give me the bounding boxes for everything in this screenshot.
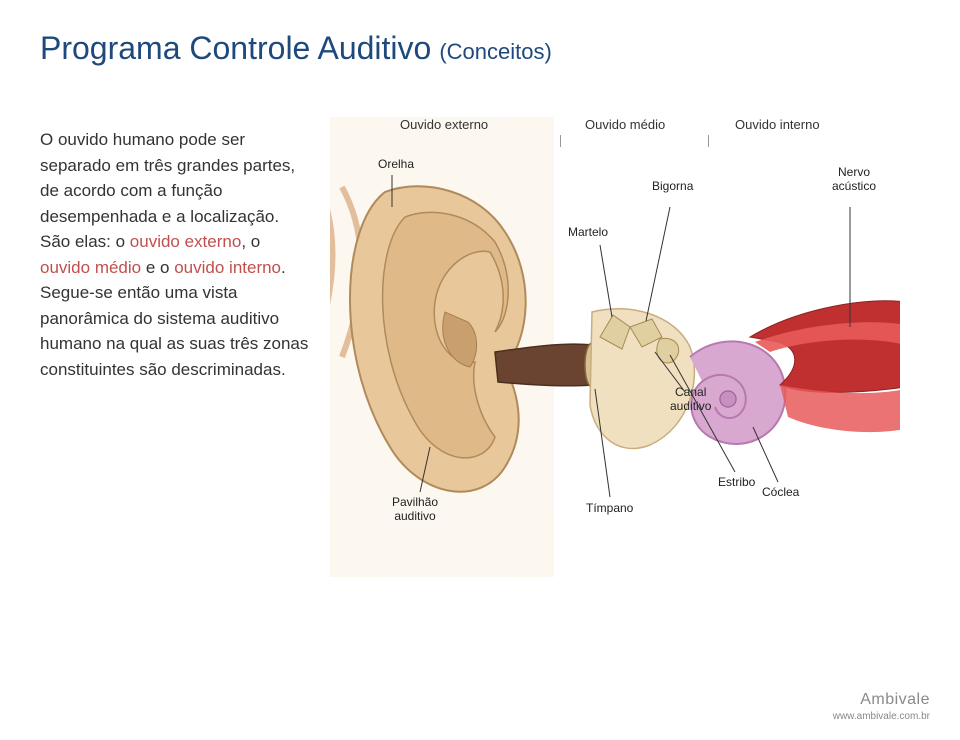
body-paragraph: O ouvido humano pode ser separado em trê…	[40, 117, 310, 577]
label-coclea: Cóclea	[762, 485, 799, 499]
label-estribo: Estribo	[718, 475, 755, 489]
para-text-3: e o	[141, 258, 174, 277]
footer: Ambivale www.ambivale.com.br	[833, 691, 930, 722]
highlight-interno: ouvido interno	[174, 258, 281, 277]
label-region-medio: Ouvido médio	[585, 117, 665, 132]
label-nervo: Nervo acústico	[832, 165, 876, 193]
highlight-medio: ouvido médio	[40, 258, 141, 277]
brand-logo: Ambivale	[833, 691, 930, 709]
label-timpano: Tímpano	[586, 501, 633, 515]
pinna-shape	[350, 186, 526, 491]
label-bigorna: Bigorna	[652, 179, 693, 193]
label-pavilhao: Pavilhão auditivo	[392, 495, 438, 523]
title-main: Programa Controle Auditivo	[40, 30, 431, 67]
label-region-interno: Ouvido interno	[735, 117, 820, 132]
label-canal: Canal auditivo	[670, 385, 711, 413]
title-sub: (Conceitos)	[439, 39, 551, 65]
para-text-2: , o	[241, 232, 260, 251]
slide-title: Programa Controle Auditivo (Conceitos)	[40, 30, 920, 67]
ear-canal-shape	[495, 343, 599, 387]
ear-diagram: Ouvido externo Ouvido médio Ouvido inter…	[330, 117, 920, 577]
label-martelo: Martelo	[568, 225, 608, 239]
label-region-externo: Ouvido externo	[400, 117, 488, 132]
middle-ear-shape	[590, 309, 694, 449]
label-orelha: Orelha	[378, 157, 414, 171]
brand-url[interactable]: www.ambivale.com.br	[833, 711, 930, 722]
highlight-externo: ouvido externo	[130, 232, 242, 251]
